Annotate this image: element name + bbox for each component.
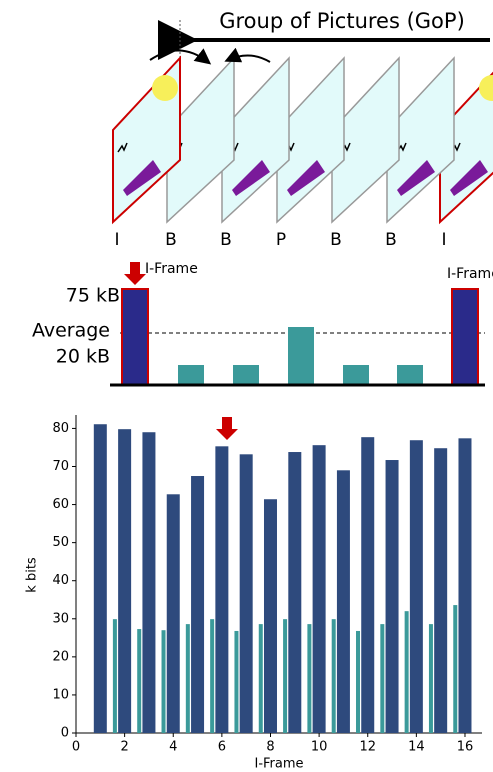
b-frame-bar bbox=[178, 365, 204, 385]
bar bbox=[356, 631, 360, 733]
bar bbox=[191, 476, 204, 733]
sun bbox=[152, 75, 178, 101]
gop-diagram: Group of Pictures (GoP) I B B P B B I bbox=[113, 9, 493, 250]
x-tick-label: 16 bbox=[457, 740, 474, 755]
bar bbox=[259, 624, 263, 733]
bar bbox=[434, 448, 447, 733]
frame-type: B bbox=[220, 230, 232, 250]
label: I-Frame bbox=[447, 266, 493, 282]
y-tick-label: 40 bbox=[52, 573, 69, 588]
y-tick-label: 80 bbox=[52, 421, 69, 436]
bar bbox=[313, 445, 326, 733]
bar bbox=[458, 438, 471, 733]
frames bbox=[113, 58, 493, 222]
frame-type: P bbox=[276, 230, 286, 250]
x-tick-label: 0 bbox=[72, 740, 80, 755]
chart: k bits I-Frame 0 10 20 30 40 50 60 70 80 0 2 4 6 8 10 1… bbox=[25, 415, 483, 772]
y-tick-label: 50 bbox=[52, 535, 69, 550]
bar bbox=[118, 429, 131, 733]
bar bbox=[94, 424, 107, 733]
y-tick-label: 20 bbox=[52, 649, 69, 664]
gop-title: Group of Pictures (GoP) bbox=[219, 9, 465, 33]
bar bbox=[429, 624, 433, 733]
bar bbox=[307, 624, 311, 733]
y-tick-label: 10 bbox=[52, 687, 69, 702]
x-tick-label: 2 bbox=[120, 740, 128, 755]
i-frame-bar bbox=[452, 289, 478, 385]
x-tick-label: 12 bbox=[359, 740, 376, 755]
i-frame-bar bbox=[122, 289, 148, 385]
x-tick-label: 8 bbox=[266, 740, 274, 755]
x-axis-label: I-Frame bbox=[254, 757, 303, 772]
b-frame-bar bbox=[233, 365, 259, 385]
bar bbox=[137, 629, 141, 733]
bar bbox=[210, 619, 214, 733]
x-tick-label: 14 bbox=[408, 740, 425, 755]
bar bbox=[113, 619, 117, 733]
bar bbox=[167, 494, 180, 733]
y-tick-label: 0 bbox=[61, 726, 69, 741]
bar bbox=[234, 631, 238, 733]
y-tick-label: 60 bbox=[52, 497, 69, 512]
bar bbox=[283, 619, 287, 733]
bar bbox=[288, 452, 301, 733]
page: Group of Pictures (GoP) I B B P B B I I-Frame … bbox=[0, 0, 493, 772]
bar bbox=[453, 605, 457, 733]
label: Average bbox=[32, 320, 110, 342]
bar bbox=[186, 624, 190, 733]
bar bbox=[386, 460, 399, 733]
bar bbox=[405, 611, 409, 733]
red-arrow bbox=[124, 262, 146, 285]
y-axis-label: k bits bbox=[25, 557, 40, 593]
bar bbox=[142, 432, 155, 733]
b-frame-bar bbox=[397, 365, 423, 385]
b-frame-bar bbox=[343, 365, 369, 385]
label: 75 kB bbox=[66, 285, 120, 307]
bar bbox=[215, 446, 228, 733]
frame-type: I bbox=[114, 230, 119, 250]
red-arrow bbox=[216, 417, 238, 440]
bar bbox=[410, 440, 423, 733]
p-frame-bar bbox=[288, 327, 314, 385]
bar bbox=[361, 437, 374, 733]
bar bbox=[264, 499, 277, 733]
frame-type: B bbox=[330, 230, 342, 250]
bar bbox=[240, 454, 253, 733]
x-tick-label: 6 bbox=[218, 740, 226, 755]
bar bbox=[337, 470, 350, 733]
label: I-Frame bbox=[145, 261, 198, 277]
bar bbox=[332, 619, 336, 733]
frame-type: I bbox=[441, 230, 446, 250]
frame-type: B bbox=[165, 230, 177, 250]
frame-type: B bbox=[385, 230, 397, 250]
y-tick-label: 70 bbox=[52, 459, 69, 474]
x-tick-label: 4 bbox=[169, 740, 177, 755]
x-tick-label: 10 bbox=[311, 740, 328, 755]
bar bbox=[380, 624, 384, 733]
size-diagram: I-Frame I-Frame 75 kB Average 20 kB bbox=[32, 261, 493, 385]
bar bbox=[162, 630, 166, 733]
y-tick-label: 30 bbox=[52, 611, 69, 626]
label: 20 kB bbox=[56, 346, 110, 368]
